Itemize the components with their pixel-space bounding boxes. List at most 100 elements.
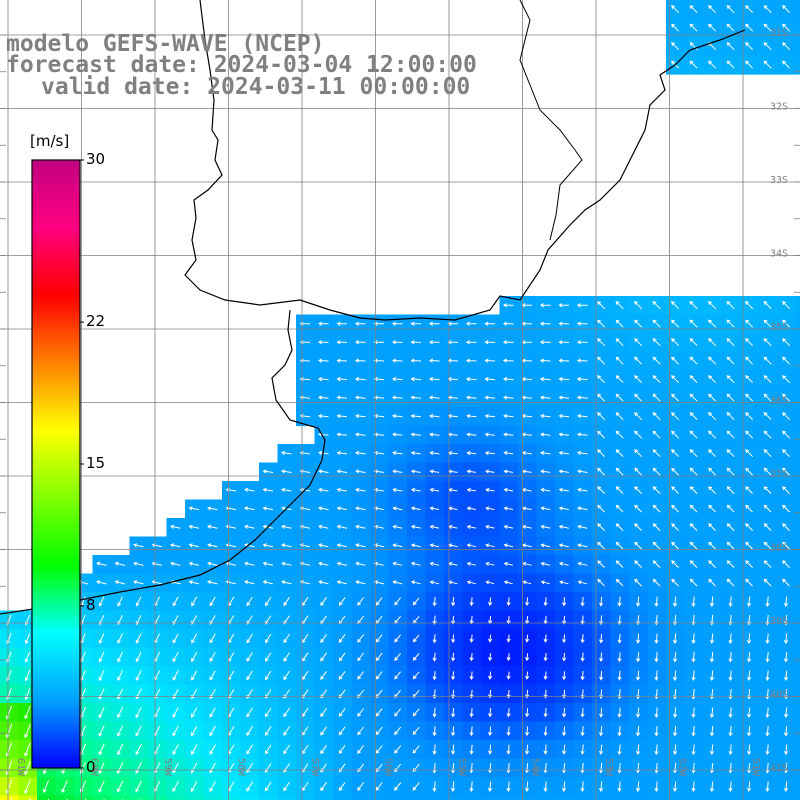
wind-arrow: [376, 671, 383, 680]
wind-arrow: [523, 581, 532, 585]
wind-arrow: [244, 544, 255, 548]
field-cell: [795, 37, 800, 57]
wind-arrow: [526, 744, 529, 754]
wind-arrow-head: [281, 487, 286, 492]
wind-arrow: [541, 489, 551, 492]
wind-arrow: [785, 651, 788, 662]
wind-arrow: [763, 356, 772, 365]
wind-arrow: [265, 670, 272, 680]
wind-arrow: [692, 651, 695, 662]
wind-arrow-head: [580, 657, 585, 662]
lat-label: 32S: [770, 102, 788, 113]
wind-arrow: [489, 744, 492, 754]
wind-arrow-head: [708, 449, 713, 454]
wind-arrow: [689, 467, 698, 476]
wind-arrow: [191, 670, 198, 681]
wind-arrow-head: [597, 430, 602, 435]
wind-arrow-head: [117, 639, 121, 644]
wind-arrow-head: [708, 338, 713, 343]
wind-arrow-head: [634, 486, 639, 491]
wind-arrow-head: [373, 580, 378, 585]
wind-arrow: [689, 375, 698, 384]
wind-arrow-head: [745, 5, 750, 10]
wind-arrow: [690, 579, 698, 587]
wind-arrow: [785, 781, 788, 792]
wind-arrow: [337, 581, 348, 585]
wind-arrow: [726, 338, 735, 347]
wind-arrow-head: [392, 358, 397, 363]
wind-arrow: [357, 708, 364, 717]
wind-arrow: [745, 468, 753, 476]
wind-arrow: [172, 707, 179, 718]
wind-arrow-head: [525, 731, 530, 737]
wind-arrow-head: [24, 658, 29, 663]
wind-arrow: [135, 651, 142, 662]
wind-arrow: [581, 762, 584, 773]
wind-arrow: [152, 581, 163, 585]
wind-arrow: [301, 744, 309, 754]
wind-arrow: [337, 452, 348, 455]
wind-arrow-head: [281, 561, 286, 566]
wind-arrow: [522, 433, 532, 436]
wind-arrow: [726, 301, 735, 310]
wind-arrow-head: [447, 340, 452, 345]
wind-arrow: [25, 688, 31, 700]
wind-arrow-head: [745, 578, 750, 583]
wind-arrow: [674, 762, 677, 773]
wind-arrow-head: [373, 524, 378, 529]
wind-arrow: [652, 393, 661, 402]
field-cell: [795, 425, 800, 445]
wind-arrow: [25, 669, 31, 681]
wind-arrow: [209, 670, 216, 680]
field-cell: [777, 795, 797, 800]
wind-arrow-head: [320, 657, 325, 662]
wind-arrow: [430, 544, 440, 548]
wind-arrow: [785, 762, 788, 773]
wind-arrow: [541, 581, 550, 585]
wind-arrow-head: [539, 377, 545, 382]
wind-arrow: [745, 338, 754, 347]
wind-arrow-head: [562, 694, 567, 699]
wind-arrow: [209, 781, 216, 792]
wind-arrow: [637, 762, 640, 773]
field-cell: [296, 795, 316, 800]
wind-arrow-head: [394, 638, 399, 643]
wind-arrow-head: [689, 560, 694, 565]
wind-arrow: [711, 633, 714, 644]
wind-arrow: [470, 781, 473, 792]
wind-arrow: [283, 670, 290, 680]
wind-arrow: [228, 652, 235, 662]
wind-arrow-head: [432, 639, 437, 644]
wind-arrow: [433, 652, 436, 661]
wind-arrow-head: [466, 395, 471, 400]
wind-arrow-head: [580, 639, 585, 644]
wind-arrow-head: [540, 395, 545, 400]
wind-arrow-head: [469, 602, 474, 607]
wind-arrow: [338, 652, 346, 661]
field-cell: [462, 795, 482, 800]
wind-arrow: [430, 452, 440, 455]
wind-arrow: [374, 581, 384, 585]
wind-arrow: [320, 652, 328, 661]
wind-arrow-head: [709, 658, 715, 663]
wind-arrow-head: [447, 395, 452, 400]
wind-arrow-head: [506, 694, 511, 699]
wind-arrow-head: [576, 358, 581, 363]
wind-arrow: [207, 562, 218, 566]
wind-arrow-head: [506, 787, 511, 792]
wind-arrow-head: [672, 602, 678, 607]
wind-arrow: [338, 726, 346, 735]
wind-arrow: [301, 726, 309, 736]
wind-arrow-head: [117, 658, 121, 663]
wind-arrow: [671, 42, 680, 51]
wind-arrow: [413, 634, 420, 642]
wind-arrow-head: [392, 340, 397, 345]
wind-arrow-head: [597, 504, 602, 509]
wind-arrow: [727, 579, 735, 587]
wind-arrow-head: [580, 676, 585, 681]
wind-arrow: [207, 507, 218, 511]
wind-arrow: [544, 744, 547, 754]
wind-arrow: [466, 396, 477, 399]
lon-label: 53W: [603, 758, 614, 777]
wind-arrow-head: [503, 580, 509, 585]
